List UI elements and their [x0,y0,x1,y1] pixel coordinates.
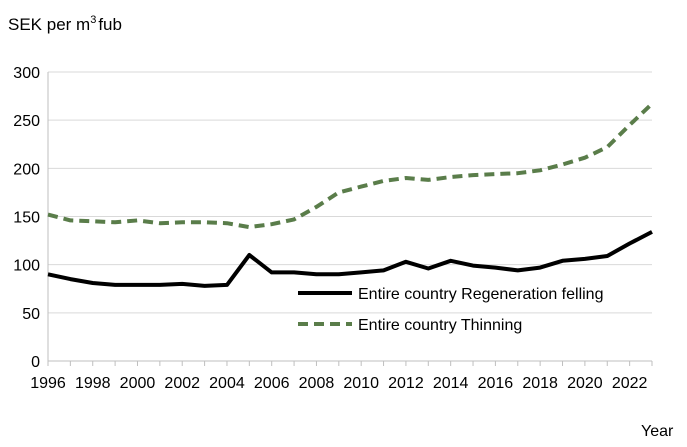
x-tick-label-2006: 2006 [254,375,290,392]
x-tick-label-2002: 2002 [164,375,200,392]
legend-label-thinning: Entire country Thinning [358,317,522,334]
y-tick-labels: 0 50 100 150 200 250 300 [13,65,40,371]
y-tick-label-300: 300 [13,65,40,82]
y-tick-label-100: 100 [13,258,40,275]
x-tick-label-2012: 2012 [388,375,424,392]
y-tick-label-150: 150 [13,210,40,227]
y-tick-label-50: 50 [22,306,40,323]
x-tick-label-2018: 2018 [522,375,558,392]
x-tick-label-2000: 2000 [120,375,156,392]
x-axis-label: Year [641,423,674,440]
x-tick-labels: 1996 1998 2000 2002 2004 2006 2008 2010 2012 2014… [30,375,647,392]
x-tick-label-2014: 2014 [433,375,469,392]
x-tick-label-2020: 2020 [567,375,603,392]
y-axis-label-superscript: 3 [90,14,96,26]
y-axis-label: SEK per m3 fub [8,14,122,34]
x-tick-label-2016: 2016 [478,375,514,392]
x-tick-label-1998: 1998 [75,375,111,392]
series-line-thinning [47,102,654,230]
gridlines [48,71,652,314]
y-tick-label-200: 200 [13,161,40,178]
series-line-regeneration-felling [47,230,653,288]
legend: Entire country Regeneration felling Enti… [298,286,603,334]
x-tick-label-2022: 2022 [612,375,648,392]
axes [47,72,653,366]
x-tick-label-2010: 2010 [343,375,379,392]
y-axis-label-prefix: SEK per m [8,15,90,34]
y-tick-label-0: 0 [31,354,40,371]
legend-label-regeneration-felling: Entire country Regeneration felling [358,286,603,303]
x-tick-label-2004: 2004 [209,375,245,392]
y-tick-label-250: 250 [13,113,40,130]
x-tick-label-2008: 2008 [299,375,335,392]
x-tick-label-1996: 1996 [30,375,66,392]
series-lines [47,102,654,288]
y-axis-label-suffix: fub [98,15,122,34]
